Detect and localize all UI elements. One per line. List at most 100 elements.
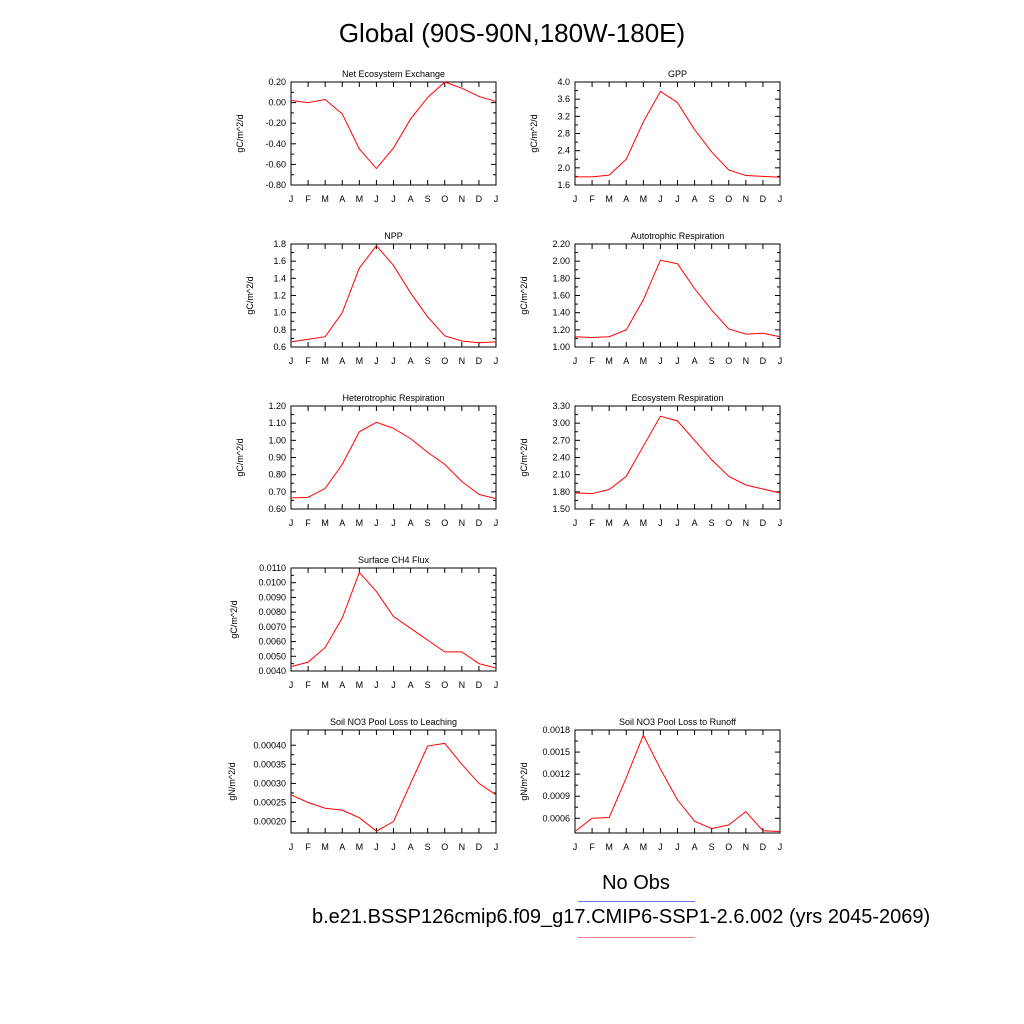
y-tick-label: -0.20 <box>265 118 286 128</box>
y-tick-label: 0.70 <box>268 487 286 497</box>
x-tick-label: M <box>321 356 329 366</box>
x-tick-label: M <box>356 356 364 366</box>
plot-frame <box>290 567 497 672</box>
x-tick-label: J <box>778 356 783 366</box>
chart-title: Net Ecosystem Exchange <box>342 69 445 79</box>
x-tick-label: D <box>760 842 767 852</box>
x-tick-label: N <box>459 194 466 204</box>
x-tick-label: A <box>339 194 345 204</box>
x-tick-label: N <box>459 680 466 690</box>
y-tick-label: 0.8 <box>273 325 286 335</box>
x-tick-label: J <box>778 842 783 852</box>
x-tick-label: D <box>476 680 483 690</box>
x-tick-label: J <box>675 842 680 852</box>
y-tick-label: 1.6 <box>557 180 570 190</box>
x-tick-label: M <box>356 194 364 204</box>
x-tick-label: J <box>494 356 499 366</box>
plot-frame <box>290 243 497 348</box>
legend-run-label: b.e21.BSSP126cmip6.f09_g17.CMIP6-SSP1-2.… <box>312 906 931 928</box>
x-tick-label: S <box>709 194 715 204</box>
x-tick-label: A <box>623 842 629 852</box>
x-tick-label: F <box>305 194 311 204</box>
x-tick-label: S <box>425 356 431 366</box>
y-tick-label: 1.50 <box>552 504 570 514</box>
y-axis-label: gC/m^2/d <box>235 438 245 476</box>
x-tick-label: A <box>408 194 414 204</box>
y-tick-label: 0.00040 <box>253 740 286 750</box>
y-tick-label: 0.00025 <box>253 797 286 807</box>
chart-title: Ecosystem Respiration <box>631 393 723 403</box>
x-tick-label: O <box>441 518 448 528</box>
legend-run-line <box>578 937 695 938</box>
plot-frame <box>290 81 497 186</box>
x-tick-label: J <box>675 518 680 528</box>
x-tick-label: O <box>725 518 732 528</box>
y-tick-label: 0.0018 <box>542 725 570 735</box>
chart-title: Heterotrophic Respiration <box>342 393 444 403</box>
x-tick-label: D <box>476 194 483 204</box>
x-tick-label: J <box>374 842 379 852</box>
x-tick-label: J <box>573 842 578 852</box>
x-tick-label: F <box>305 842 311 852</box>
x-tick-label: S <box>425 680 431 690</box>
x-tick-label: J <box>374 194 379 204</box>
x-tick-label: M <box>321 842 329 852</box>
x-tick-label: A <box>339 356 345 366</box>
x-tick-label: A <box>692 356 698 366</box>
x-tick-label: J <box>494 194 499 204</box>
x-tick-label: D <box>476 842 483 852</box>
x-tick-label: J <box>778 194 783 204</box>
series-line <box>290 244 497 344</box>
chart-title: NPP <box>384 231 403 241</box>
x-tick-label: D <box>760 518 767 528</box>
y-axis-label: gC/m^2/d <box>245 276 255 314</box>
y-tick-label: 0.0006 <box>542 813 570 823</box>
y-tick-label: 0.80 <box>268 470 286 480</box>
y-tick-label: 2.40 <box>552 453 570 463</box>
x-tick-label: O <box>441 356 448 366</box>
y-tick-label: -0.60 <box>265 159 286 169</box>
x-tick-label: F <box>589 194 595 204</box>
y-tick-label: -0.80 <box>265 180 286 190</box>
x-tick-label: N <box>743 842 750 852</box>
y-tick-label: 0.90 <box>268 453 286 463</box>
x-tick-label: F <box>589 518 595 528</box>
y-tick-label: 0.00030 <box>253 778 286 788</box>
y-tick-label: 2.0 <box>557 163 570 173</box>
x-tick-label: J <box>289 356 294 366</box>
x-tick-label: O <box>725 356 732 366</box>
y-tick-label: 2.10 <box>552 470 570 480</box>
y-axis-label: gC/m^2/d <box>519 276 529 314</box>
y-tick-label: 2.70 <box>552 435 570 445</box>
x-tick-label: M <box>640 518 648 528</box>
y-tick-label: 0.0100 <box>258 578 286 588</box>
x-tick-label: S <box>425 842 431 852</box>
x-tick-label: J <box>374 518 379 528</box>
x-tick-label: N <box>459 356 466 366</box>
x-tick-label: S <box>425 194 431 204</box>
x-tick-label: F <box>589 356 595 366</box>
y-tick-label: 1.20 <box>552 325 570 335</box>
x-tick-label: J <box>494 680 499 690</box>
x-tick-label: A <box>623 194 629 204</box>
x-tick-label: F <box>589 842 595 852</box>
y-tick-label: 2.4 <box>557 146 570 156</box>
y-tick-label: 1.0 <box>273 308 286 318</box>
x-tick-label: M <box>640 842 648 852</box>
y-tick-label: 1.40 <box>552 308 570 318</box>
x-tick-label: O <box>725 194 732 204</box>
y-axis-label: gC/m^2/d <box>519 438 529 476</box>
x-tick-label: J <box>573 194 578 204</box>
series-line <box>574 733 781 833</box>
x-tick-label: J <box>391 680 396 690</box>
y-axis-label: gN/m^2/d <box>227 762 237 800</box>
x-tick-label: O <box>441 194 448 204</box>
x-tick-label: M <box>321 518 329 528</box>
x-tick-label: J <box>391 518 396 528</box>
x-tick-label: M <box>605 194 613 204</box>
x-tick-label: M <box>605 356 613 366</box>
x-tick-label: J <box>778 518 783 528</box>
